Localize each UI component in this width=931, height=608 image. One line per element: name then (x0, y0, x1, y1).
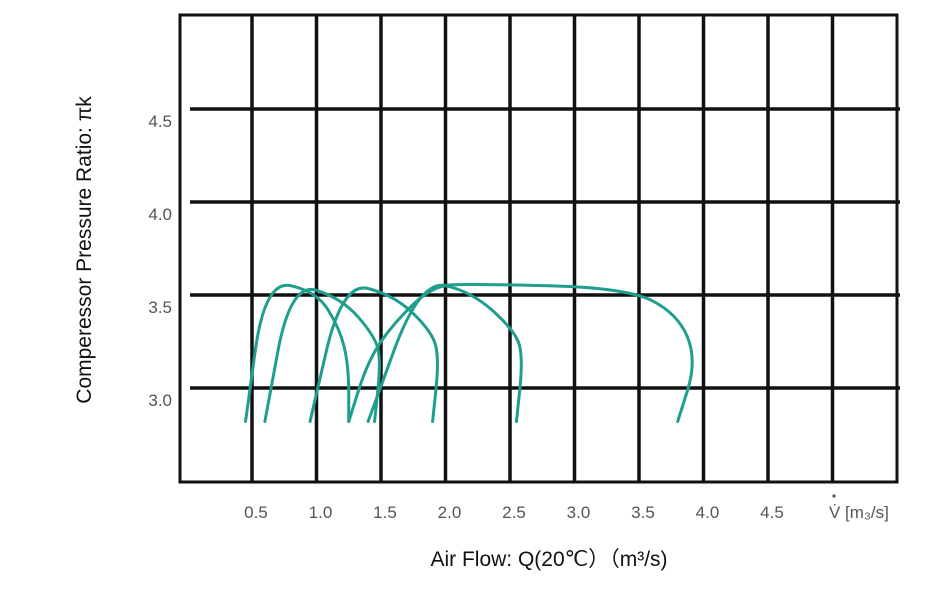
y-axis-title: Comperessor Pressure Ratio: πk (73, 96, 96, 404)
curves (244, 282, 694, 423)
x-tick-label: 2.0 (438, 503, 462, 522)
y-tick-labels: 3.0 3.5 4.0 4.5 (148, 112, 172, 410)
x-tick-labels: 0.5 1.0 1.5 2.0 2.5 3.0 3.5 4.0 4.5 (244, 503, 784, 522)
x-tick-label: 1.5 (373, 503, 397, 522)
x-axis-title: Air Flow: Q(20℃）（m³/s) (430, 548, 667, 571)
series-line-2 (263, 287, 381, 423)
plot-frame (178, 13, 899, 484)
x-axis-unit-label: V̇ [m₃/s] (829, 503, 889, 522)
x-tick-label: 1.0 (309, 503, 333, 522)
y-tick-label: 3.5 (148, 298, 172, 317)
series-line-1 (244, 283, 351, 423)
x-tick-label: 4.5 (760, 503, 784, 522)
x-tick-label: 4.0 (696, 503, 720, 522)
x-tick-label: 3.5 (631, 503, 655, 522)
v-dot-mark (832, 494, 836, 498)
x-tick-label: 3.0 (567, 503, 591, 522)
series-line-5 (347, 282, 694, 423)
grid (190, 15, 900, 482)
y-tick-label: 4.0 (148, 205, 172, 224)
y-tick-label: 3.0 (148, 391, 172, 410)
series-line-3 (308, 286, 439, 423)
x-tick-label: 0.5 (244, 503, 268, 522)
x-tick-label: 2.5 (502, 503, 526, 522)
y-tick-label: 4.5 (148, 112, 172, 131)
